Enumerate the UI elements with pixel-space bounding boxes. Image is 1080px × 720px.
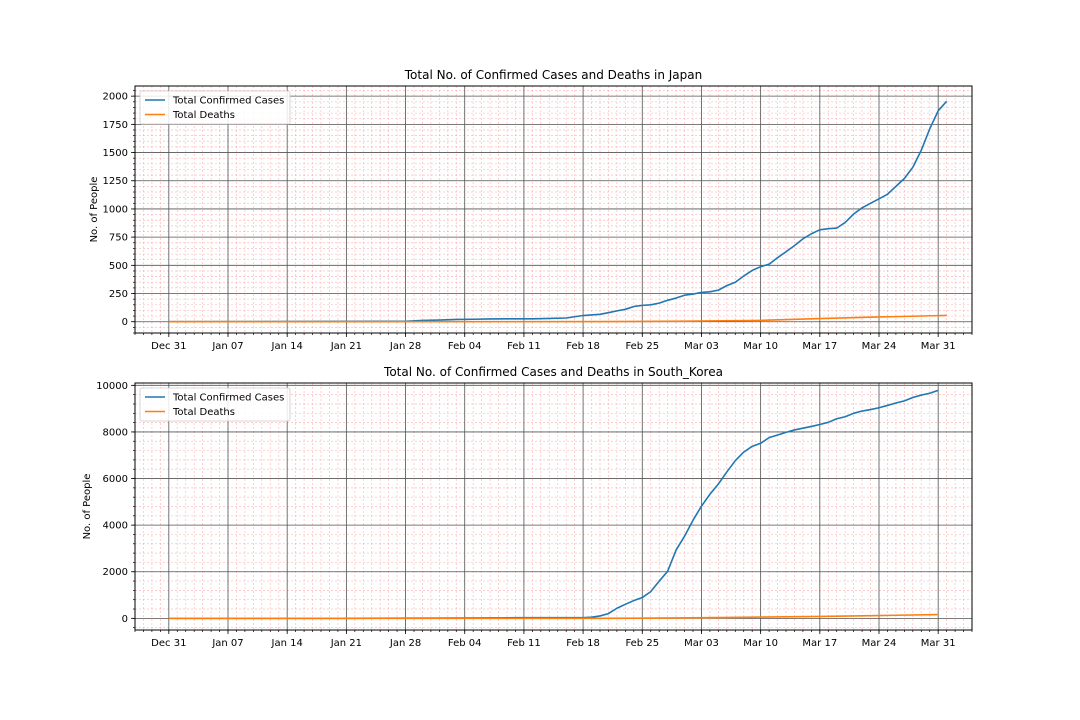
y-axis-label: No. of People <box>89 177 100 243</box>
x-tick-label: Dec 31 <box>151 638 186 649</box>
x-axis: Dec 31 Jan 07 Jan 14 Jan 21 Jan 28 Feb 04 Feb … <box>134 333 973 352</box>
x-tick-label: Mar 31 <box>921 341 956 352</box>
legend-label: Total Confirmed Cases <box>172 393 284 404</box>
series-line-confirmed-cases <box>168 100 948 323</box>
x-tick-label: Feb 04 <box>448 341 482 352</box>
x-tick-label: Jan 21 <box>330 638 362 649</box>
x-tick-label: Jan 14 <box>271 638 303 649</box>
grid <box>134 86 973 334</box>
x-tick-label: Jan 07 <box>211 638 243 649</box>
legend: Total Confirmed Cases Total Deaths <box>139 90 291 125</box>
x-tick-label: Jan 28 <box>389 638 421 649</box>
y-tick-label: 4000 <box>103 521 128 532</box>
y-tick-label: 2000 <box>103 567 128 578</box>
x-tick-label: Mar 03 <box>684 638 719 649</box>
y-tick-label: 1000 <box>103 204 128 215</box>
y-axis: 0 2000 4000 6000 8000 10000 <box>96 381 135 629</box>
x-tick-label: Feb 11 <box>507 638 541 649</box>
x-tick-label: Mar 31 <box>921 638 956 649</box>
chart-1: Dec 31 Jan 07 Jan 14 Jan 21 Jan 28 Feb 04 Feb … <box>89 68 973 352</box>
x-tick-label: Mar 10 <box>743 638 778 649</box>
y-tick-label: 750 <box>109 233 128 244</box>
x-tick-label: Feb 25 <box>625 638 659 649</box>
y-tick-label: 1250 <box>103 176 128 187</box>
y-tick-label: 250 <box>109 289 128 300</box>
y-tick-label: 1500 <box>103 148 128 159</box>
legend-label: Total Confirmed Cases <box>172 96 284 107</box>
x-tick-label: Mar 17 <box>802 638 837 649</box>
y-tick-label: 6000 <box>103 474 128 485</box>
x-tick-label: Feb 04 <box>448 638 482 649</box>
x-axis: Dec 31 Jan 07 Jan 14 Jan 21 Jan 28 Feb 04 Feb … <box>134 630 973 649</box>
legend-label: Total Deaths <box>172 110 235 121</box>
y-tick-label: 0 <box>122 317 128 328</box>
legend: Total Confirmed Cases Total Deaths <box>139 387 291 422</box>
y-tick-label: 0 <box>122 614 128 625</box>
x-tick-label: Mar 10 <box>743 341 778 352</box>
y-tick-label: 10000 <box>96 381 128 392</box>
chart-title: Total No. of Confirmed Cases and Deaths … <box>383 365 723 379</box>
series-line-confirmed-cases <box>168 389 939 620</box>
x-tick-label: Feb 18 <box>566 638 600 649</box>
y-tick-label: 8000 <box>103 427 128 438</box>
x-tick-label: Jan 07 <box>211 341 243 352</box>
y-tick-label: 2000 <box>103 92 128 103</box>
chart-2: Dec 31 Jan 07 Jan 14 Jan 21 Jan 28 Feb 04 Feb … <box>82 365 973 649</box>
y-tick-label: 500 <box>109 261 128 272</box>
legend-box <box>139 387 291 422</box>
y-axis: 0 250 500 750 1000 1250 1500 1750 2000 <box>103 90 135 334</box>
x-tick-label: Jan 28 <box>389 341 421 352</box>
x-tick-label: Jan 14 <box>271 341 303 352</box>
x-tick-label: Feb 25 <box>625 341 659 352</box>
x-tick-label: Mar 03 <box>684 341 719 352</box>
x-tick-label: Jan 21 <box>330 341 362 352</box>
plot-frame <box>134 85 973 334</box>
chart-title: Total No. of Confirmed Cases and Deaths … <box>404 68 702 82</box>
y-axis-label: No. of People <box>82 474 93 540</box>
legend-box <box>139 90 291 125</box>
x-tick-label: Mar 17 <box>802 341 837 352</box>
series-line-deaths <box>168 314 947 323</box>
x-tick-label: Dec 31 <box>151 341 186 352</box>
series-line-deaths <box>168 613 939 620</box>
x-tick-label: Feb 11 <box>507 341 541 352</box>
x-tick-label: Feb 18 <box>566 341 600 352</box>
x-tick-label: Mar 24 <box>862 638 897 649</box>
x-tick-label: Mar 24 <box>862 341 897 352</box>
y-tick-label: 1750 <box>103 120 128 131</box>
legend-label: Total Deaths <box>172 407 235 418</box>
